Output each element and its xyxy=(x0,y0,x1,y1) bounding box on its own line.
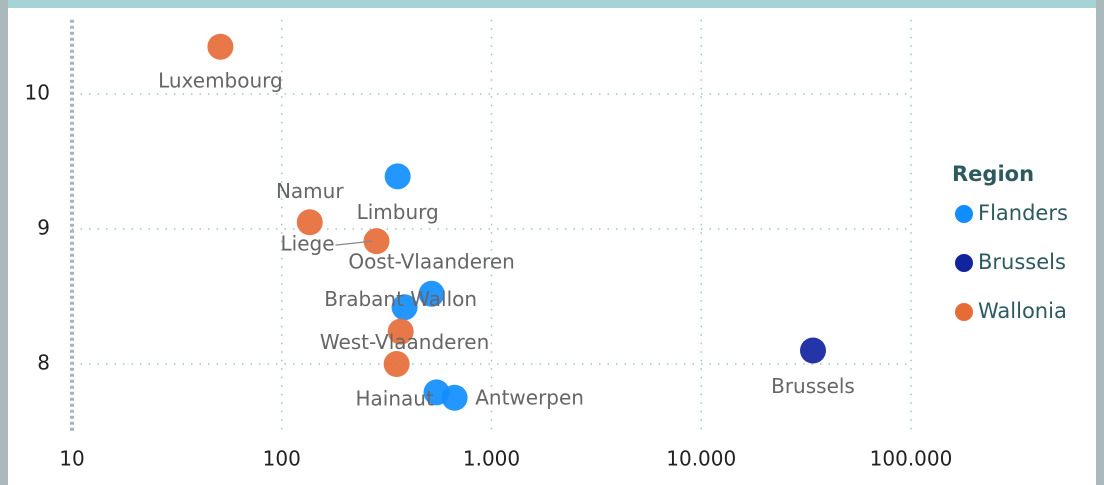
point xyxy=(391,294,418,321)
data-label: Luxembourg xyxy=(158,68,283,92)
data-label: Namur xyxy=(276,179,344,203)
data-label: Liege xyxy=(281,232,335,256)
x-tick-label: 1.000 xyxy=(463,447,520,471)
visual-frame xyxy=(8,0,1096,485)
point xyxy=(418,280,445,307)
point xyxy=(799,337,826,364)
x-tick-label: 100 xyxy=(263,447,301,471)
legend-label: Flanders xyxy=(978,201,1068,225)
point xyxy=(383,351,410,377)
x-tick-label: 10 xyxy=(59,447,84,471)
legend-title: Region xyxy=(952,162,1034,186)
data-label: Brussels xyxy=(771,374,855,398)
data-label: Antwerpen xyxy=(475,385,584,409)
legend-swatch xyxy=(955,205,973,223)
x-tick-label: 100.000 xyxy=(870,447,953,471)
point xyxy=(207,33,234,60)
y-tick-label: 9 xyxy=(37,216,50,240)
leader-line xyxy=(335,240,373,246)
data-label: Hainaut xyxy=(355,387,433,411)
legend-label: Brussels xyxy=(978,250,1066,274)
legend-swatch xyxy=(955,303,973,321)
point xyxy=(363,228,390,255)
y-tick-label: 8 xyxy=(37,351,50,375)
data-label: West-Vlaanderen xyxy=(320,330,489,354)
data-label: Limburg xyxy=(357,200,439,224)
x-tick-label: 10.000 xyxy=(666,447,736,471)
data-label: Brabant Wallon xyxy=(324,287,477,311)
legend-label: Wallonia xyxy=(978,299,1067,323)
point xyxy=(384,163,411,190)
y-tick-label: 10 xyxy=(25,81,50,105)
data-label: Oost-Vlaanderen xyxy=(348,249,514,273)
point xyxy=(387,318,414,345)
point xyxy=(441,384,468,411)
legend-swatch xyxy=(955,254,973,272)
point xyxy=(296,209,323,236)
